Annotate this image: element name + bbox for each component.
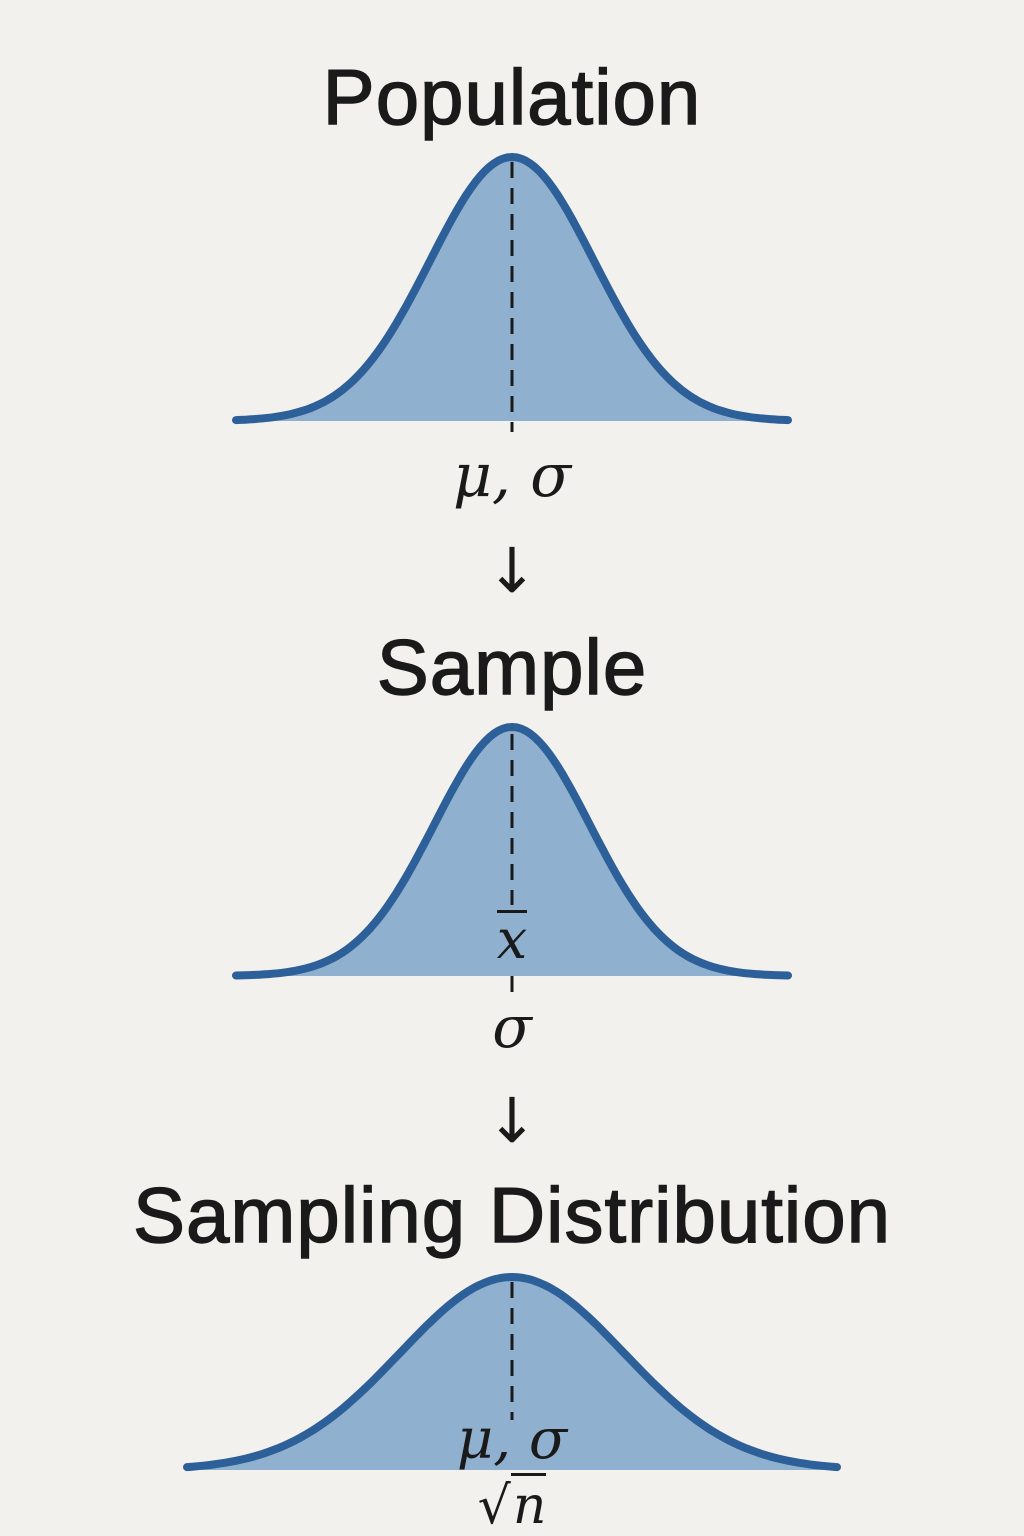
population-curve-fill	[236, 157, 788, 421]
square-root-icon: √	[477, 1476, 511, 1536]
standard-error-denominator: √n	[0, 1473, 1024, 1536]
population-curve	[232, 153, 792, 425]
arrow-down-icon: ↓	[486, 534, 538, 607]
population-params: μ, σ	[452, 441, 572, 511]
arrow-down-icon-2: ↓	[486, 1084, 538, 1157]
sample-sd-symbol: σ	[492, 993, 532, 1061]
sample-mean-symbol: x	[0, 910, 1024, 967]
sampling-distribution-curve	[183, 1273, 841, 1472]
sample-title: Sample	[376, 623, 648, 711]
sample-curve	[232, 723, 792, 980]
x-bar-symbol: x	[496, 908, 528, 971]
population-title: Population	[322, 53, 702, 141]
sample-size-symbol: n	[510, 1473, 547, 1536]
sampling-distribution-title: Sampling Distribution	[132, 1171, 891, 1259]
standard-error-numerator: μ, σ	[456, 1407, 568, 1472]
